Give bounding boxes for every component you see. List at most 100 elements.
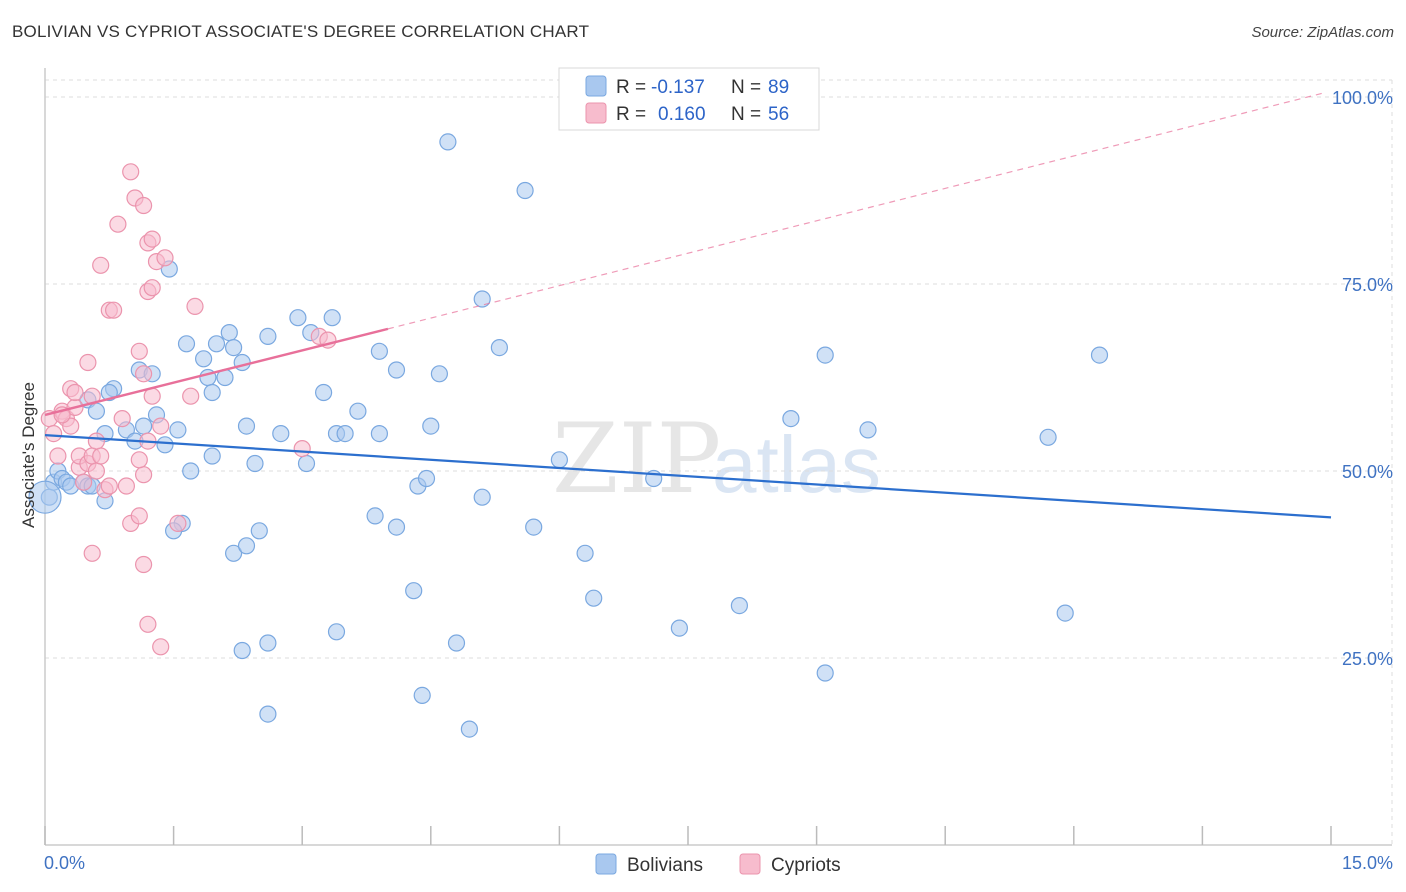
point-cypriots bbox=[44, 425, 63, 443]
legend-label-bolivians: Bolivians bbox=[627, 855, 703, 876]
point-cypriots bbox=[74, 473, 93, 491]
point-cypriots bbox=[135, 365, 153, 383]
point-bolivians bbox=[447, 634, 466, 652]
legend-swatch-cypriots bbox=[585, 102, 607, 124]
point-bolivians bbox=[169, 421, 187, 439]
point-bolivians bbox=[730, 596, 749, 615]
legend-r-value-cypriots: 0.160 bbox=[658, 104, 706, 125]
legend-n-value-bolivians: 89 bbox=[768, 77, 789, 98]
point-bolivians bbox=[349, 402, 367, 420]
legend-swatch-bottom-cypriots bbox=[739, 853, 761, 875]
point-bolivians bbox=[315, 383, 333, 402]
point-cypriots bbox=[109, 215, 127, 233]
point-cypriots bbox=[113, 410, 131, 428]
point-bolivians bbox=[207, 335, 226, 353]
point-cypriots bbox=[135, 466, 153, 484]
point-bolivians bbox=[336, 425, 354, 443]
point-bolivians bbox=[859, 421, 877, 439]
legend-r-label-bolivians: R = bbox=[616, 77, 646, 98]
point-cypriots bbox=[135, 555, 153, 574]
point-cypriots bbox=[152, 638, 170, 656]
point-bolivians bbox=[816, 664, 834, 682]
point-bolivians bbox=[366, 507, 384, 525]
point-bolivians bbox=[370, 342, 388, 360]
point-bolivians bbox=[323, 309, 341, 327]
correlation-legend: R = -0.137 N = 89 R = 0.160 N = 56 bbox=[558, 67, 820, 131]
point-bolivians bbox=[370, 425, 388, 443]
point-bolivians bbox=[250, 522, 268, 540]
point-bolivians bbox=[387, 361, 406, 379]
legend-r-value-bolivians: -0.137 bbox=[651, 77, 705, 98]
point-bolivians bbox=[177, 335, 196, 353]
legend-r-label-cypriots: R = bbox=[616, 104, 646, 125]
point-cypriots bbox=[104, 301, 123, 319]
point-bolivians bbox=[182, 462, 200, 480]
point-cypriots bbox=[169, 514, 187, 533]
point-bolivians bbox=[473, 290, 491, 308]
point-cypriots bbox=[87, 462, 106, 480]
point-bolivians bbox=[327, 623, 346, 641]
point-bolivians bbox=[259, 705, 277, 723]
y-tick-label: 50.0% bbox=[1342, 462, 1393, 482]
point-bolivians bbox=[297, 454, 316, 473]
point-cypriots bbox=[130, 507, 148, 525]
bolivians-points bbox=[28, 133, 1109, 738]
legend-swatch-bolivians bbox=[585, 75, 607, 97]
y-tick-label: 100.0% bbox=[1332, 88, 1393, 108]
point-bolivians bbox=[289, 309, 307, 327]
point-cypriots bbox=[143, 230, 161, 248]
chart-title: BOLIVIAN VS CYPRIOT ASSOCIATE'S DEGREE C… bbox=[12, 22, 590, 41]
watermark: ZIP atlas bbox=[552, 403, 881, 515]
axes bbox=[44, 68, 1392, 846]
point-cypriots bbox=[130, 342, 148, 360]
point-bolivians bbox=[220, 324, 238, 342]
point-bolivians-large bbox=[28, 480, 62, 514]
point-cypriots bbox=[135, 196, 153, 215]
point-bolivians bbox=[490, 339, 508, 357]
point-cypriots bbox=[293, 440, 311, 458]
point-cypriots bbox=[79, 353, 97, 372]
point-cypriots bbox=[156, 249, 174, 267]
point-cypriots bbox=[143, 279, 161, 297]
x-tick-label-min: 0.0% bbox=[44, 853, 85, 873]
point-bolivians bbox=[237, 417, 256, 435]
point-bolivians bbox=[1056, 604, 1074, 622]
point-bolivians bbox=[1039, 428, 1057, 446]
y-tick-label: 75.0% bbox=[1342, 275, 1393, 295]
point-bolivians bbox=[576, 544, 594, 562]
point-cypriots bbox=[152, 417, 170, 435]
legend-label-cypriots: Cypriots bbox=[771, 855, 841, 876]
point-cypriots bbox=[49, 447, 67, 465]
point-bolivians bbox=[585, 589, 603, 607]
trend-lines bbox=[44, 92, 1332, 519]
point-bolivians bbox=[430, 365, 448, 383]
point-bolivians bbox=[237, 537, 256, 555]
trend-line-cypriots bbox=[44, 327, 389, 417]
point-bolivians bbox=[413, 686, 431, 705]
point-bolivians bbox=[473, 488, 491, 506]
point-bolivians bbox=[550, 451, 569, 469]
point-bolivians bbox=[439, 133, 457, 151]
point-cypriots bbox=[100, 477, 118, 495]
watermark-atlas: atlas bbox=[712, 420, 881, 509]
point-bolivians bbox=[516, 181, 534, 200]
point-bolivians bbox=[816, 346, 834, 364]
point-bolivians bbox=[460, 720, 478, 738]
cypriots-points bbox=[40, 163, 337, 656]
point-cypriots bbox=[186, 297, 204, 315]
y-axis-label: Associate's Degree bbox=[19, 382, 38, 528]
point-cypriots bbox=[182, 387, 200, 405]
source-label: Source: ZipAtlas.com bbox=[1251, 24, 1394, 41]
point-bolivians bbox=[195, 350, 213, 368]
point-cypriots bbox=[92, 447, 110, 465]
point-bolivians bbox=[225, 339, 243, 357]
point-cypriots bbox=[83, 544, 101, 562]
trend-line-cypriots-dashed bbox=[387, 92, 1323, 330]
point-bolivians bbox=[387, 518, 406, 536]
point-bolivians bbox=[100, 383, 118, 402]
point-cypriots bbox=[87, 432, 106, 450]
x-tick-label-max: 15.0% bbox=[1342, 853, 1393, 873]
point-bolivians bbox=[417, 469, 436, 488]
point-bolivians bbox=[1090, 346, 1109, 364]
